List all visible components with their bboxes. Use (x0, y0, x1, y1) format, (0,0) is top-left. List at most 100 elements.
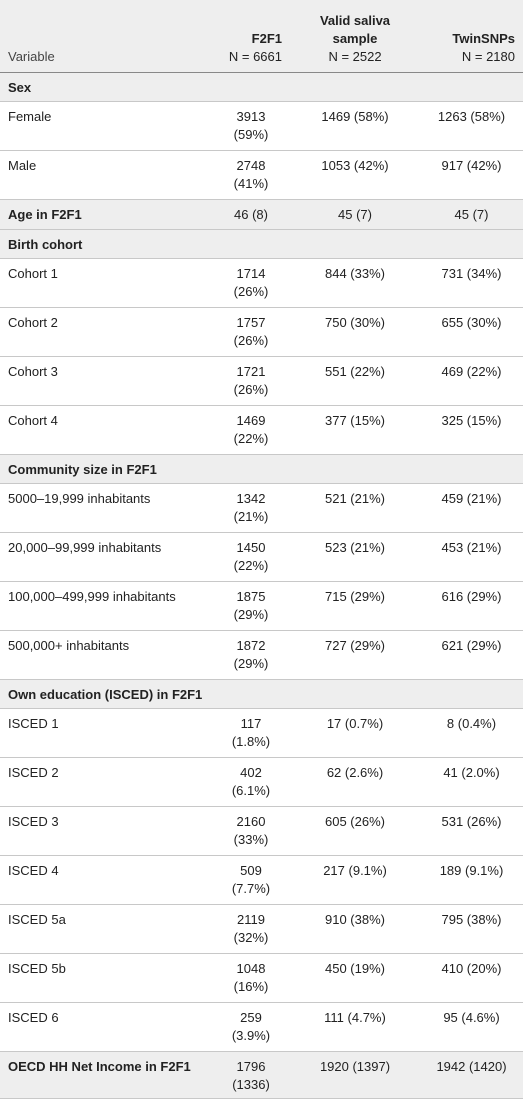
cell-value: 655 (30%) (420, 307, 523, 357)
cell-value: 402 (6.1%) (200, 757, 290, 807)
cell-value: 325 (15%) (420, 405, 523, 455)
boldrow-row: Age in F2F1 46 (8) 45 (7) 45 (7) (0, 199, 523, 230)
section-row: Birth cohort (0, 229, 523, 259)
header-row: Variable F2F1 N = 6661 Valid saliva sampl… (0, 0, 523, 73)
cell-value: 1721 (26%) (200, 356, 290, 406)
row-label: 20,000–99,999 inhabitants (0, 532, 200, 582)
header-title: Valid saliva sample (319, 13, 391, 46)
row-label: Cohort 4 (0, 405, 200, 455)
cell-value: 410 (20%) (420, 953, 523, 1003)
cell-value: 551 (22%) (290, 356, 420, 406)
cell-value: 189 (9.1%) (420, 855, 523, 905)
cell-value: 95 (4.6%) (420, 1002, 523, 1052)
cell-value: 727 (29%) (290, 630, 420, 680)
cell-value: 259 (3.9%) (200, 1002, 290, 1052)
cell-value: 1875 (29%) (200, 581, 290, 631)
cell-value: 217 (9.1%) (290, 855, 420, 905)
cell-value: 1796 (1336) (200, 1051, 290, 1099)
header-title: Variable (8, 49, 55, 64)
cell-value: 450 (19%) (290, 953, 420, 1003)
row-label: 100,000–499,999 inhabitants (0, 581, 200, 631)
cell-value: 46 (8) (200, 199, 290, 230)
cell-value: 917 (42%) (420, 150, 523, 200)
item-row: Cohort 1 1714 (26%) 844 (33%) 731 (34%) (0, 258, 523, 308)
cell-value: 844 (33%) (290, 258, 420, 308)
cell-value: 750 (30%) (290, 307, 420, 357)
row-label: ISCED 3 (0, 806, 200, 856)
row-label: Cohort 3 (0, 356, 200, 406)
cell-value: 1942 (1420) (420, 1051, 523, 1099)
item-row: ISCED 1 117 (1.8%) 17 (0.7%) 8 (0.4%) (0, 708, 523, 758)
item-row: Cohort 4 1469 (22%) 377 (15%) 325 (15%) (0, 405, 523, 455)
cell-value: 1053 (42%) (290, 150, 420, 200)
cell-value: 1469 (58%) (290, 101, 420, 151)
header-cell: F2F1 N = 6661 (200, 0, 290, 73)
table-header: Variable F2F1 N = 6661 Valid saliva sampl… (0, 0, 523, 73)
cell-value: 1450 (22%) (200, 532, 290, 582)
header-n: N = 2180 (461, 49, 515, 64)
item-row: ISCED 3 2160 (33%) 605 (26%) 531 (26%) (0, 806, 523, 856)
cell-value: 2119 (32%) (200, 904, 290, 954)
row-label: Male (0, 150, 200, 200)
header-n: N = 2522 (328, 49, 382, 64)
section-label: Community size in F2F1 (0, 454, 523, 484)
cell-value: 2748 (41%) (200, 150, 290, 200)
cell-value: 62 (2.6%) (290, 757, 420, 807)
boldrow-row: OECD HH Net Income in F2F1 1796 (1336) 192… (0, 1051, 523, 1099)
cell-value: 41 (2.0%) (420, 757, 523, 807)
cell-value: 45 (7) (420, 199, 523, 230)
cell-value: 605 (26%) (290, 806, 420, 856)
row-label: Age in F2F1 (0, 199, 200, 230)
cell-value: 509 (7.7%) (200, 855, 290, 905)
header-cell: Valid saliva sample N = 2522 (290, 0, 420, 73)
cell-value: 1714 (26%) (200, 258, 290, 308)
item-row: 5000–19,999 inhabitants 1342 (21%) 521 (21… (0, 483, 523, 533)
header-title: TwinSNPs (452, 31, 515, 46)
row-label: OECD HH Net Income in F2F1 (0, 1051, 200, 1099)
section-label: Own education (ISCED) in F2F1 (0, 679, 523, 709)
cell-value: 453 (21%) (420, 532, 523, 582)
header-n: N = 6661 (228, 49, 282, 64)
cell-value: 910 (38%) (290, 904, 420, 954)
section-row: Community size in F2F1 (0, 454, 523, 484)
item-row: Cohort 2 1757 (26%) 750 (30%) 655 (30%) (0, 307, 523, 357)
cell-value: 521 (21%) (290, 483, 420, 533)
row-label: 5000–19,999 inhabitants (0, 483, 200, 533)
cell-value: 1757 (26%) (200, 307, 290, 357)
section-row: Own education (ISCED) in F2F1 (0, 679, 523, 709)
item-row: ISCED 5a 2119 (32%) 910 (38%) 795 (38%) (0, 904, 523, 954)
cell-value: 795 (38%) (420, 904, 523, 954)
header-cell: Variable (0, 0, 200, 73)
item-row: ISCED 4 509 (7.7%) 217 (9.1%) 189 (9.1%) (0, 855, 523, 905)
item-row: 100,000–499,999 inhabitants 1875 (29%) 715… (0, 581, 523, 631)
row-label: ISCED 4 (0, 855, 200, 905)
row-label: ISCED 5b (0, 953, 200, 1003)
cell-value: 523 (21%) (290, 532, 420, 582)
row-label: ISCED 5a (0, 904, 200, 954)
item-row: ISCED 6 259 (3.9%) 111 (4.7%) 95 (4.6%) (0, 1002, 523, 1052)
cell-value: 1469 (22%) (200, 405, 290, 455)
row-label: Cohort 1 (0, 258, 200, 308)
cell-value: 377 (15%) (290, 405, 420, 455)
cell-value: 111 (4.7%) (290, 1002, 420, 1052)
cell-value: 469 (22%) (420, 356, 523, 406)
section-label: Birth cohort (0, 229, 523, 259)
header-title: F2F1 (251, 31, 282, 46)
cell-value: 616 (29%) (420, 581, 523, 631)
cell-value: 731 (34%) (420, 258, 523, 308)
cell-value: 1872 (29%) (200, 630, 290, 680)
cell-value: 8 (0.4%) (420, 708, 523, 758)
section-label: Sex (0, 72, 523, 102)
cell-value: 3913 (59%) (200, 101, 290, 151)
row-label: ISCED 6 (0, 1002, 200, 1052)
cell-value: 2160 (33%) (200, 806, 290, 856)
row-label: Female (0, 101, 200, 151)
cell-value: 715 (29%) (290, 581, 420, 631)
row-label: ISCED 2 (0, 757, 200, 807)
item-row: 20,000–99,999 inhabitants 1450 (22%) 523 (… (0, 532, 523, 582)
section-row: Sex (0, 72, 523, 102)
cell-value: 1342 (21%) (200, 483, 290, 533)
item-row: Female 3913 (59%) 1469 (58%) 1263 (58%) (0, 101, 523, 151)
item-row: 500,000+ inhabitants 1872 (29%) 727 (29%) 6… (0, 630, 523, 680)
item-row: ISCED 5b 1048 (16%) 450 (19%) 410 (20%) (0, 953, 523, 1003)
